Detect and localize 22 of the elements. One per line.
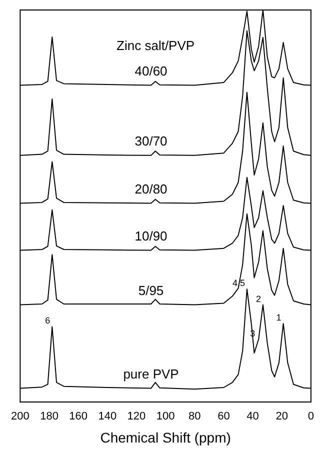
series-label: 5/95 bbox=[138, 282, 164, 298]
x-tick-label: 60 bbox=[218, 410, 230, 423]
series-label: 10/90 bbox=[134, 228, 168, 244]
x-tick-label: 0 bbox=[308, 410, 314, 423]
series-label: 40/60 bbox=[134, 63, 168, 78]
series-label: pure PVP bbox=[123, 366, 179, 382]
annotation: 1 bbox=[276, 312, 282, 323]
x-tick-label: 180 bbox=[40, 410, 58, 423]
series-label: 20/80 bbox=[134, 181, 168, 196]
x-tick-label: 140 bbox=[98, 410, 117, 423]
x-tick-label: 200 bbox=[10, 410, 30, 423]
series-label: 30/70 bbox=[134, 134, 168, 149]
x-tick-label: 20 bbox=[276, 410, 288, 423]
x-tick-label: 40 bbox=[246, 410, 259, 423]
annotation: 6 bbox=[45, 316, 50, 326]
annotation: Zinc salt/PVP bbox=[116, 38, 195, 54]
x-tick-label: 120 bbox=[127, 410, 146, 423]
annotation: 2 bbox=[256, 294, 261, 304]
x-axis-title: Chemical Shift (ppm) bbox=[100, 429, 231, 446]
x-tick-label: 160 bbox=[69, 410, 88, 423]
x-tick-label: 100 bbox=[156, 410, 175, 423]
x-tick-label: 80 bbox=[188, 410, 201, 423]
